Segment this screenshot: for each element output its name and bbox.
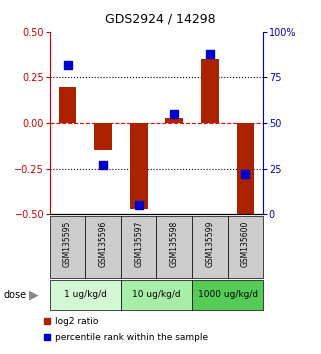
Bar <box>165 118 183 123</box>
Text: ▶: ▶ <box>29 288 39 301</box>
Text: GSM135599: GSM135599 <box>205 220 214 267</box>
Text: GSM135597: GSM135597 <box>134 220 143 267</box>
Point <box>172 111 177 117</box>
Text: GSM135598: GSM135598 <box>170 220 179 267</box>
Text: 10 ug/kg/d: 10 ug/kg/d <box>132 290 181 299</box>
Text: GSM135595: GSM135595 <box>63 220 72 267</box>
Bar <box>85 216 121 278</box>
Point <box>136 202 141 208</box>
Point <box>100 162 106 168</box>
Bar <box>59 86 76 123</box>
Text: GDS2924 / 14298: GDS2924 / 14298 <box>105 12 216 25</box>
Bar <box>50 280 121 310</box>
Text: 1000 ug/kg/d: 1000 ug/kg/d <box>198 290 258 299</box>
Bar <box>50 216 85 278</box>
Text: GSM135600: GSM135600 <box>241 220 250 267</box>
Bar <box>156 216 192 278</box>
Text: GSM135596: GSM135596 <box>99 220 108 267</box>
Text: log2 ratio: log2 ratio <box>56 317 99 326</box>
Bar <box>94 123 112 150</box>
Bar <box>201 59 219 123</box>
Point <box>65 62 70 68</box>
Bar <box>228 216 263 278</box>
Text: dose: dose <box>3 290 26 300</box>
Text: 1 ug/kg/d: 1 ug/kg/d <box>64 290 107 299</box>
Bar <box>121 216 157 278</box>
Bar <box>237 123 254 214</box>
Point <box>243 171 248 177</box>
Bar <box>192 280 263 310</box>
Text: percentile rank within the sample: percentile rank within the sample <box>56 333 209 342</box>
Bar <box>121 280 192 310</box>
Bar <box>192 216 228 278</box>
Bar <box>130 123 148 209</box>
Point <box>207 51 213 57</box>
